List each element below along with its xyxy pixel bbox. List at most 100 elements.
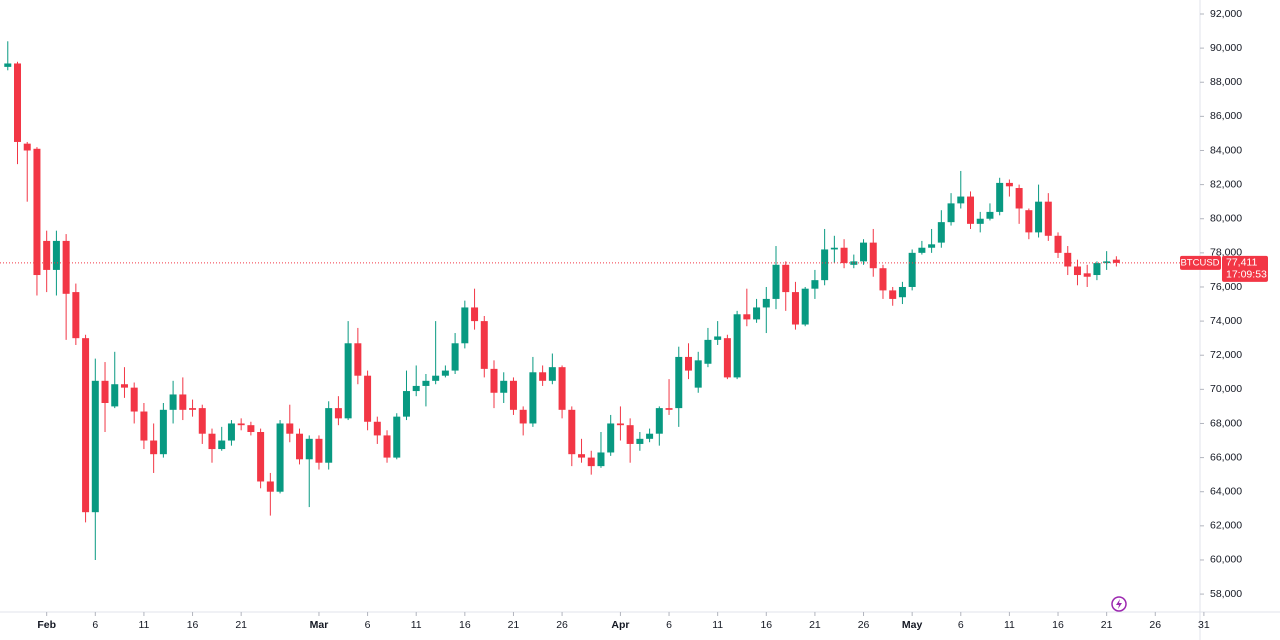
x-tick-label: 6 — [92, 619, 98, 631]
candle-body — [1073, 266, 1081, 276]
candle-body — [519, 409, 527, 424]
candle-body — [743, 314, 751, 320]
candle-body — [208, 433, 216, 450]
candle-body — [558, 367, 566, 410]
x-tick-label: 6 — [666, 619, 672, 631]
candle-body — [889, 290, 897, 299]
candle-body — [694, 360, 702, 388]
candle-body — [1103, 261, 1111, 264]
icon-bolt — [1116, 599, 1122, 609]
candle-body — [967, 196, 975, 224]
candle-body — [72, 292, 80, 339]
x-tick-label: 21 — [1101, 619, 1113, 631]
candle-body — [130, 387, 138, 412]
candle-body — [578, 454, 586, 458]
candle-body — [1044, 201, 1052, 236]
candle-body — [169, 394, 177, 410]
y-tick-label: 76,000 — [1210, 281, 1242, 293]
candle-body — [509, 380, 517, 410]
candle-body — [762, 298, 770, 308]
x-tick-label: 21 — [508, 619, 520, 631]
y-tick-label: 78,000 — [1210, 247, 1242, 259]
candle-body — [189, 408, 197, 410]
candle-body — [898, 286, 906, 298]
x-tick-label: 11 — [411, 619, 422, 631]
candle-body — [412, 385, 420, 392]
y-tick-label: 64,000 — [1210, 485, 1242, 497]
candle-body — [383, 435, 391, 458]
candle-body — [4, 63, 12, 67]
countdown-label: 17:09:53 — [1226, 269, 1267, 281]
candle-body — [539, 372, 547, 381]
y-tick-label: 86,000 — [1210, 110, 1242, 122]
candle-body — [869, 242, 877, 269]
candle-body — [62, 240, 70, 294]
candle-body — [257, 432, 265, 482]
candle-body — [150, 440, 158, 455]
candle-body — [957, 196, 965, 204]
candle-body — [266, 481, 274, 492]
candle-body — [1093, 263, 1101, 276]
replay-icon[interactable] — [1111, 596, 1127, 612]
x-tick-label: 16 — [760, 619, 772, 631]
candle-body — [471, 307, 479, 322]
candle-body — [548, 367, 556, 381]
x-tick-label: May — [902, 619, 923, 631]
candle-body — [607, 423, 615, 453]
candle-body — [587, 457, 595, 467]
candle-body — [879, 268, 887, 291]
candle-body — [286, 423, 294, 434]
candle-body — [665, 408, 673, 410]
candle-body — [850, 261, 858, 265]
candle-body — [43, 240, 51, 270]
candle-body — [101, 380, 109, 403]
last-price-label: 77,411 — [1226, 257, 1257, 269]
x-tick-label: 11 — [138, 619, 149, 631]
candle-body — [1025, 210, 1033, 233]
x-tick-label: 31 — [1198, 619, 1210, 631]
x-tick-label: 16 — [1052, 619, 1064, 631]
candle-body — [402, 391, 410, 417]
x-tick-label: 11 — [1004, 619, 1015, 631]
x-tick-label: 21 — [235, 619, 247, 631]
candle-body — [947, 203, 955, 223]
candle-body — [782, 264, 790, 293]
candle-body — [461, 307, 469, 344]
candle-body — [179, 394, 187, 410]
candle-body — [801, 288, 809, 325]
candle-body — [218, 440, 226, 450]
candle-body — [986, 211, 994, 219]
candle-body — [1005, 182, 1013, 187]
candle-body — [14, 63, 22, 142]
x-tick-label: 26 — [556, 619, 568, 631]
x-tick-label: 21 — [809, 619, 821, 631]
candle-body — [480, 321, 488, 369]
candle-body — [364, 375, 372, 422]
candle-body — [500, 380, 508, 393]
candle-body — [33, 148, 41, 276]
candle-body — [325, 408, 333, 463]
candle-body — [616, 423, 624, 426]
candle-body — [811, 280, 819, 289]
x-tick-label: Apr — [611, 619, 629, 631]
candle-body — [354, 343, 362, 376]
candle-body — [1064, 252, 1072, 267]
candle-body — [276, 423, 284, 492]
candle-body — [227, 423, 235, 441]
candle-body — [976, 218, 984, 224]
y-tick-label: 82,000 — [1210, 178, 1242, 190]
candle-body — [704, 339, 712, 364]
x-tick-label: 26 — [858, 619, 870, 631]
price-badge — [1222, 255, 1268, 282]
y-tick-label: 60,000 — [1210, 554, 1242, 566]
candle-body — [393, 416, 401, 458]
symbol-badge — [1180, 255, 1221, 270]
candle-body — [753, 307, 761, 320]
candle-body — [860, 242, 868, 262]
candle-body — [655, 408, 663, 434]
candle-body — [82, 338, 90, 513]
candle-body — [529, 372, 537, 424]
candle-body — [451, 343, 459, 371]
